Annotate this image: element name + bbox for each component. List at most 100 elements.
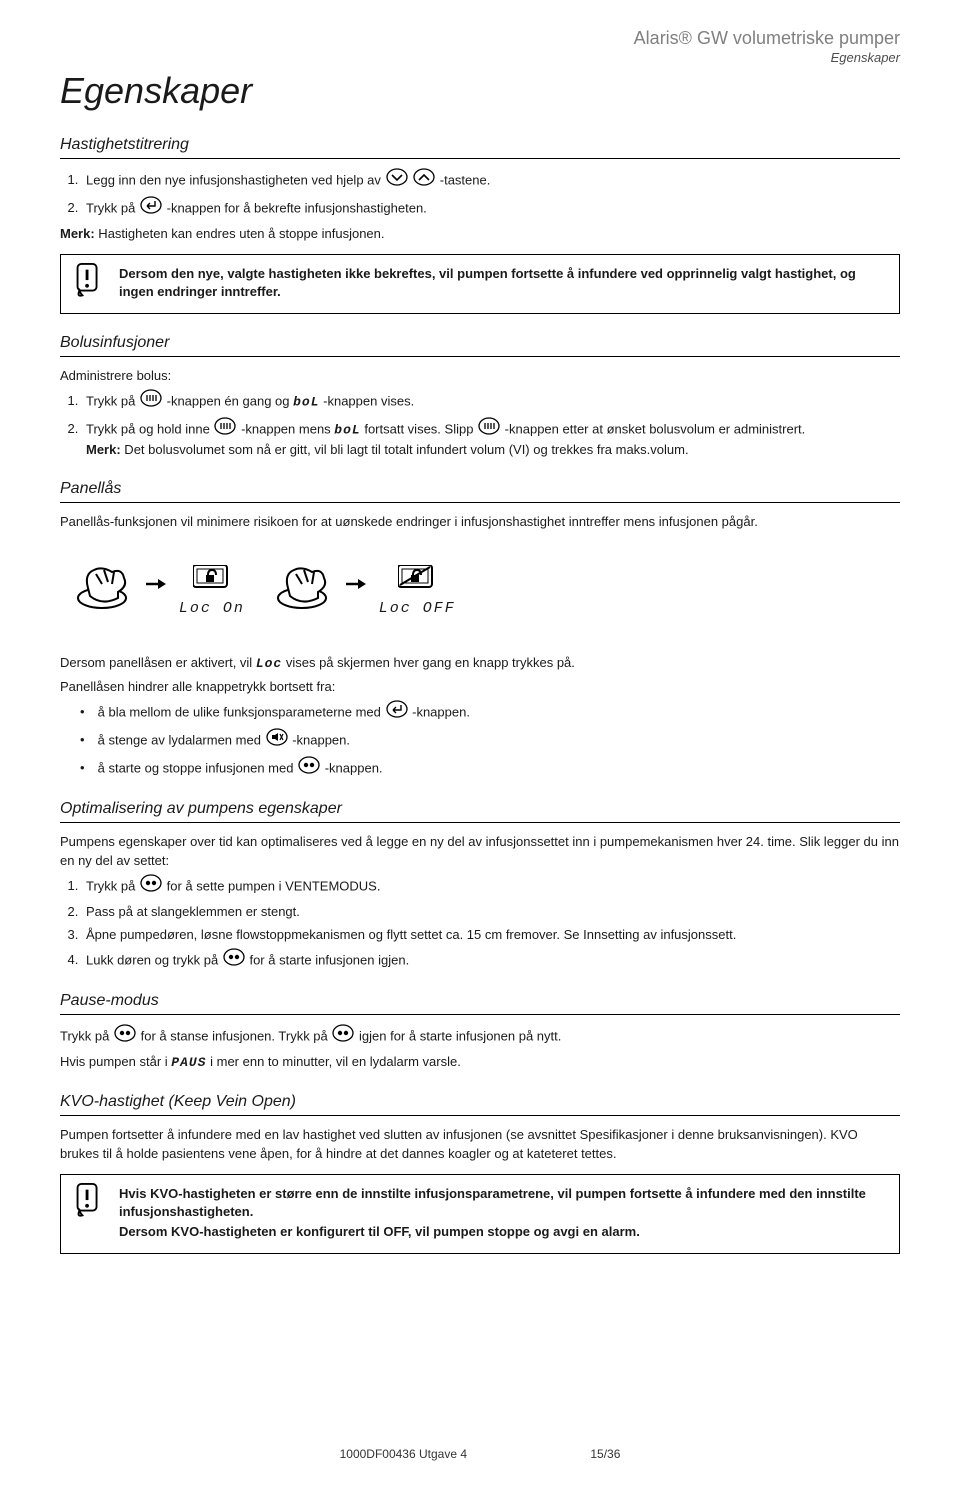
text: Lukk døren og trykk på [86, 952, 222, 967]
titrering-step-1: Legg inn den nye infusjonshastigheten ve… [82, 169, 900, 193]
page-title: Egenskaper [60, 70, 900, 112]
page-footer: 1000DF00436 Utgave 4 15/36 [0, 1447, 960, 1461]
text: Dersom panellåsen er aktivert, vil [60, 655, 256, 670]
kvo-intro: Pumpen fortsetter å infundere med en lav… [60, 1126, 900, 1164]
enter-key-icon [140, 196, 162, 220]
opt-step-4: Lukk døren og trykk på for å starte infu… [82, 949, 900, 973]
text: -knappen. [325, 760, 383, 775]
text: å stenge av lydalarmen med [98, 732, 265, 747]
text: Det bolusvolumet som nå er gitt, vil bli… [121, 442, 689, 457]
footer-doc-number: 1000DF00436 Utgave 4 [340, 1447, 467, 1461]
panel-bullet-2: å stenge av lydalarmen med -knappen. [76, 729, 900, 753]
merk-label: Merk: [60, 226, 95, 241]
warning-text: Dersom den nye, valgte hastigheten ikke … [119, 265, 885, 301]
merk-label: Merk: [86, 442, 121, 457]
text: -knappen. [292, 732, 350, 747]
arrow-icon [346, 578, 368, 597]
opt-step-3: Åpne pumpedøren, løsne flowstoppmekanism… [82, 926, 900, 945]
warning-icon [73, 263, 103, 301]
section-heading-titrering: Hastighetstitrering [60, 136, 900, 159]
startstop-key-icon [332, 1024, 354, 1048]
warning-icon [73, 1183, 103, 1221]
panel-bullet-1: å bla mellom de ulike funksjonsparameter… [76, 701, 900, 725]
text: Trykk på [86, 393, 139, 408]
text: Trykk på [60, 1029, 113, 1044]
titrering-step-2: Trykk på -knappen for å bekrefte infusjo… [82, 197, 900, 221]
titrering-note: Merk: Hastigheten kan endres uten å stop… [60, 225, 900, 244]
text: -knappen vises. [323, 393, 414, 408]
bolus-key-icon [214, 417, 236, 441]
lock-screen-off-icon [398, 565, 436, 591]
lock-off-group: Loc OFF [379, 565, 456, 617]
opt-intro: Pumpens egenskaper over tid kan optimali… [60, 833, 900, 871]
pause-line-2: Hvis pumpen står i PAUS i mer enn to min… [60, 1053, 900, 1073]
text: -knappen mens [241, 421, 334, 436]
titrering-steps: Legg inn den nye infusjonshastigheten ve… [60, 169, 900, 221]
text: -tastene. [440, 172, 491, 187]
hand-press-icon [72, 550, 136, 617]
text: vises på skjermen hver gang en knapp try… [286, 655, 575, 670]
section-heading-panel: Panellås [60, 480, 900, 503]
seg-text: boL [293, 394, 319, 409]
opt-step-2: Pass på at slangeklemmen er stengt. [82, 903, 900, 922]
text: Åpne pumpedøren, løsne flowstoppmekanism… [86, 927, 736, 942]
text: fortsatt vises. Slipp [364, 421, 477, 436]
text: -knappen etter at ønsket bolusvolum er a… [505, 421, 806, 436]
text: for å sette pumpen i VENTEMODUS. [167, 878, 381, 893]
bolus-step-2: Trykk på og hold inne -knappen mens boL … [82, 418, 900, 461]
text: Legg inn den nye infusjonshastigheten ve… [86, 172, 385, 187]
hand-press-icon [272, 550, 336, 617]
section-heading-kvo: KVO-hastighet (Keep Vein Open) [60, 1093, 900, 1116]
panel-after-2: Panellåsen hindrer alle knappetrykk bort… [60, 678, 900, 697]
page-header: Alaris® GW volumetriske pumper Egenskape… [634, 28, 900, 65]
text: Hastigheten kan endres uten å stoppe inf… [95, 226, 385, 241]
text: igjen for å starte infusjonen på nytt. [359, 1029, 561, 1044]
text: å starte og stoppe infusjonen med [98, 760, 297, 775]
text: -knappen én gang og [167, 393, 294, 408]
seg-text: boL [334, 422, 360, 437]
warning-text: Dersom KVO-hastigheten er konfigurert ti… [119, 1223, 885, 1241]
text: for å stanse infusjonen. Trykk på [141, 1029, 332, 1044]
text: å bla mellom de ulike funksjonsparameter… [98, 704, 385, 719]
section-heading-pause: Pause-modus [60, 992, 900, 1015]
text: Trykk på [86, 878, 139, 893]
lock-on-group: Loc On [179, 565, 245, 617]
seg-text: PAUS [171, 1055, 206, 1070]
text: for å starte infusjonen igjen. [249, 952, 409, 967]
mute-key-icon [266, 728, 288, 752]
product-name: Alaris® GW volumetriske pumper [634, 28, 900, 50]
bolus-step-1: Trykk på -knappen én gang og boL -knappe… [82, 390, 900, 414]
panel-bullets: å bla mellom de ulike funksjonsparameter… [76, 701, 900, 781]
bolus-steps: Trykk på -knappen én gang og boL -knappe… [60, 390, 900, 461]
bolus-key-icon [140, 389, 162, 413]
text: i mer enn to minutter, vil en lydalarm v… [210, 1054, 461, 1069]
kvo-warning-box: Hvis KVO-hastigheten er større enn de in… [60, 1174, 900, 1255]
up-key-icon [413, 168, 435, 192]
startstop-key-icon [140, 874, 162, 898]
panel-lock-diagram: Loc On Loc OFF [72, 550, 900, 640]
text: Trykk på [86, 200, 139, 215]
section-heading-bolus: Bolusinfusjoner [60, 334, 900, 357]
titrering-warning-box: Dersom den nye, valgte hastigheten ikke … [60, 254, 900, 314]
lock-screen-icon [193, 565, 231, 591]
opt-step-1: Trykk på for å sette pumpen i VENTEMODUS… [82, 875, 900, 899]
seg-text: Loc [256, 656, 282, 671]
warning-text: Hvis KVO-hastigheten er større enn de in… [119, 1185, 885, 1221]
down-key-icon [386, 168, 408, 192]
panel-intro: Panellås-funksjonen vil minimere risikoe… [60, 513, 900, 532]
lock-on-caption: Loc On [179, 600, 245, 617]
startstop-key-icon [114, 1024, 136, 1048]
lock-off-caption: Loc OFF [379, 600, 456, 617]
startstop-key-icon [298, 756, 320, 780]
text: Trykk på og hold inne [86, 421, 213, 436]
enter-key-icon [386, 700, 408, 724]
pause-line-1: Trykk på for å stanse infusjonen. Trykk … [60, 1025, 900, 1049]
header-section-name: Egenskaper [634, 50, 900, 66]
text: -knappen. [412, 704, 470, 719]
startstop-key-icon [223, 948, 245, 972]
opt-steps: Trykk på for å sette pumpen i VENTEMODUS… [60, 875, 900, 972]
bolus-key-icon [478, 417, 500, 441]
panel-bullet-3: å starte og stoppe infusjonen med -knapp… [76, 757, 900, 781]
footer-page-number: 15/36 [590, 1447, 620, 1461]
text: -knappen for å bekrefte infusjonshastigh… [167, 200, 427, 215]
